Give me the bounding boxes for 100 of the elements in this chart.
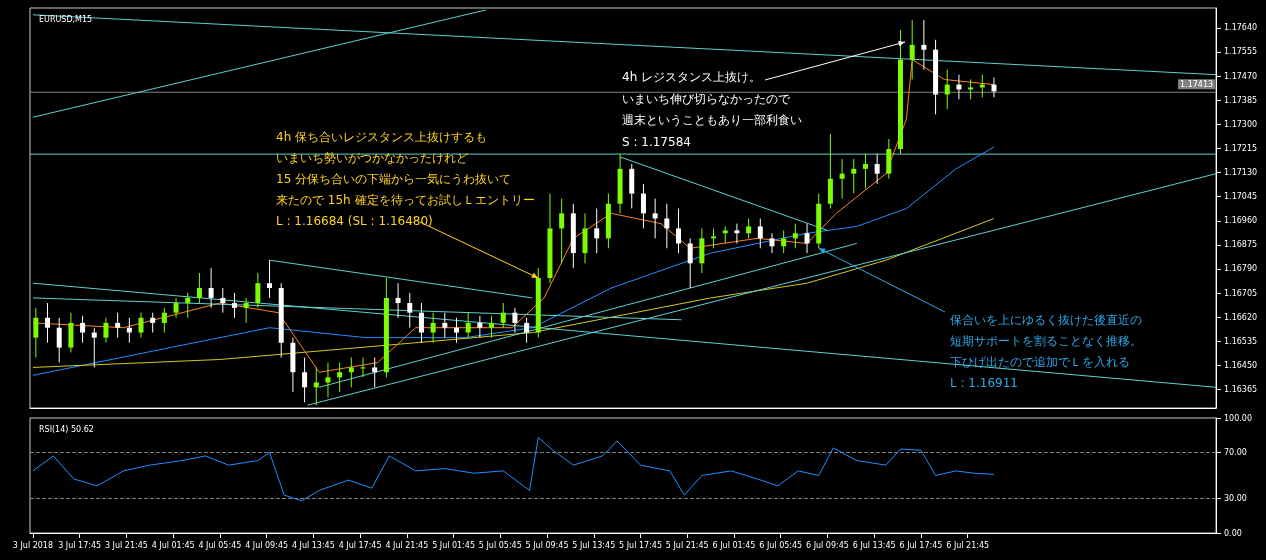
y-tick-label: 1.17555 <box>1224 47 1258 57</box>
candlestick <box>150 312 156 334</box>
candlestick <box>477 315 483 339</box>
y-tick-label: 1.17130 <box>1224 168 1258 178</box>
candlestick <box>220 287 226 314</box>
y-tick-label: 1.16790 <box>1224 264 1258 274</box>
text: EURUSD,M15 <box>39 14 93 24</box>
candlestick <box>559 198 565 264</box>
candlestick <box>243 297 249 324</box>
y-tick-label: 1.16450 <box>1224 360 1258 370</box>
candlestick <box>325 362 331 398</box>
candlestick <box>360 357 366 378</box>
candlestick <box>687 237 693 289</box>
candlestick <box>851 158 857 195</box>
y-tick-label: 1.16535 <box>1224 336 1258 346</box>
candlestick <box>56 317 62 364</box>
x-tick-label: 5 Jul 17:45 <box>619 540 662 550</box>
annotation: 短期サポートを割ることなく推移。 <box>950 334 1142 348</box>
y-tick-label: 1.17470 <box>1224 71 1258 81</box>
text: RSI(14) 50.62 <box>39 424 94 434</box>
candlestick <box>711 227 717 249</box>
annotation: 保合いを上にゆるく抜けた後直近の <box>950 313 1142 327</box>
candlestick <box>407 292 413 329</box>
x-tick-label: 3 Jul 2018 <box>12 540 54 550</box>
candlestick <box>862 153 868 190</box>
y-tick-label: 1.16705 <box>1224 288 1258 298</box>
y-tick-label: 0.00 <box>1224 528 1242 538</box>
candlestick <box>372 357 378 388</box>
candlestick <box>231 292 237 319</box>
candlestick <box>33 307 39 358</box>
candlestick <box>337 362 343 393</box>
y-tick-label: 30.00 <box>1224 494 1247 503</box>
candlestick <box>676 208 681 254</box>
ref-line-label: 1.17413 <box>1180 79 1214 89</box>
candlestick <box>115 312 121 339</box>
candlestick <box>500 302 506 329</box>
candlestick <box>348 357 354 388</box>
annotation: 4h レジスタンス上抜け。 <box>622 70 762 84</box>
candlestick <box>173 297 179 319</box>
candlestick <box>430 312 436 344</box>
x-tick-label: 5 Jul 13:45 <box>572 540 616 550</box>
x-tick-label: 5 Jul 05:45 <box>478 540 522 550</box>
candlestick <box>103 317 109 344</box>
candlestick <box>734 223 740 244</box>
candlestick <box>524 317 530 344</box>
candlestick <box>640 183 646 229</box>
candlestick <box>395 282 401 319</box>
candlestick <box>839 158 845 200</box>
y-tick-label: 1.16365 <box>1224 385 1258 395</box>
annotation: 週末ということもあり一部利食い <box>622 113 802 127</box>
annotation: L : 1.16911 <box>950 376 1018 390</box>
candlestick <box>594 208 600 254</box>
y-tick-label: 1.17640 <box>1224 23 1258 33</box>
candlestick <box>781 229 787 254</box>
annotation: 来たので 15h 確定を待ってお試しＬエントリー <box>276 193 535 207</box>
candlestick <box>792 223 798 249</box>
candlestick <box>489 315 495 339</box>
candlestick <box>921 19 927 71</box>
x-tick-label: 3 Jul 17:45 <box>58 540 102 550</box>
candlestick <box>80 315 86 344</box>
candlestick <box>196 272 202 304</box>
x-tick-label: 4 Jul 09:45 <box>245 540 289 550</box>
candlestick <box>874 153 880 185</box>
candlestick <box>909 19 915 80</box>
annotation: S : 1.17584 <box>622 135 691 149</box>
x-tick-label: 6 Jul 13:45 <box>852 540 896 550</box>
x-tick-label: 6 Jul 09:45 <box>806 540 849 550</box>
y-tick-label: 1.17215 <box>1224 143 1258 153</box>
candlestick <box>465 312 471 339</box>
y-tick-label: 100.00 <box>1224 413 1252 423</box>
candlestick <box>302 357 308 403</box>
x-tick-label: 4 Jul 05:45 <box>198 540 242 550</box>
x-tick-label: 5 Jul 09:45 <box>525 540 569 550</box>
candlestick <box>138 312 144 339</box>
annotation: いまいち勢いがつかなかったけれど <box>276 151 468 165</box>
y-tick-label: 1.17385 <box>1224 95 1258 105</box>
candlestick <box>664 203 670 249</box>
annotation: いまいち伸び切らなかったので <box>622 92 791 106</box>
candlestick <box>652 198 658 239</box>
candlestick <box>208 267 214 309</box>
y-tick-label: 1.17300 <box>1224 119 1258 129</box>
candlestick <box>267 259 273 299</box>
candlestick <box>746 218 752 239</box>
annotation: L : 1.16684 (SL : 1.16480) <box>276 214 433 228</box>
x-tick-label: 6 Jul 01:45 <box>712 540 756 550</box>
x-tick-label: 4 Jul 21:45 <box>385 540 429 550</box>
y-tick-label: 1.16960 <box>1224 216 1258 226</box>
x-tick-label: 6 Jul 17:45 <box>899 540 943 550</box>
candlestick <box>185 292 191 319</box>
candlestick <box>126 317 132 344</box>
line-series <box>32 437 995 502</box>
candlestick <box>161 307 167 334</box>
y-tick-label: 1.16875 <box>1224 240 1258 250</box>
candlestick <box>45 302 51 344</box>
candlestick <box>313 366 319 406</box>
x-tick-label: 5 Jul 01:45 <box>432 540 476 550</box>
candlestick <box>255 272 261 309</box>
y-tick-label: 70.00 <box>1224 448 1247 457</box>
candlestick <box>968 78 974 100</box>
candlestick <box>91 327 97 368</box>
